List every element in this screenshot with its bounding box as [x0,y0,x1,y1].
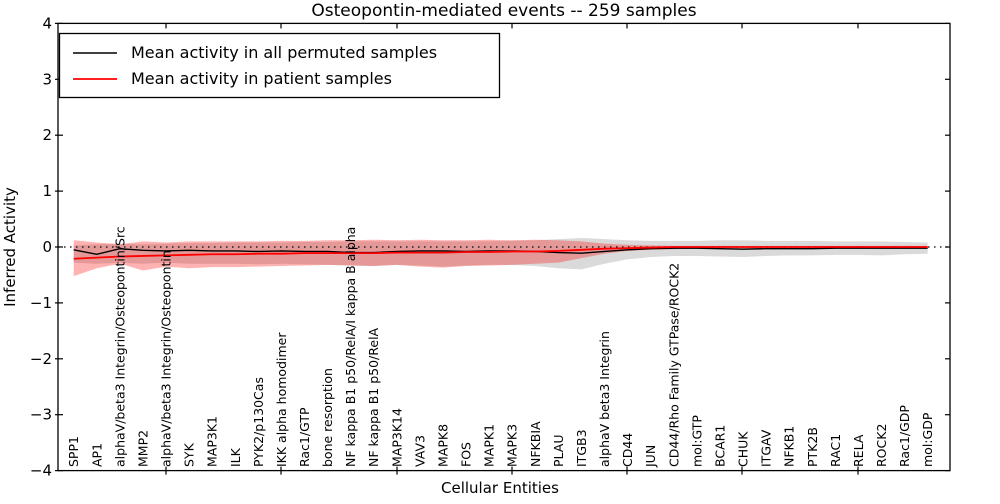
x-category-label: alphaV/beta3 Integrin/Osteopontin/Src [112,226,127,467]
x-axis-label: Cellular Entities [441,479,559,497]
y-tick-label: −1 [30,294,52,312]
x-category-label: MAP3K1 [205,416,220,467]
x-category-label: RAC1 [828,434,843,467]
x-category-label: mol:GTP [689,415,704,467]
x-category-label: SYK [182,442,197,467]
x-category-label: PTK2B [805,427,820,467]
y-tick-label: 4 [42,14,52,32]
band-patient [73,239,928,277]
x-category-label: RELA [851,434,866,467]
x-category-label: alphaV/beta3 Integrin/Osteopontin [159,250,174,467]
legend-box [58,32,501,99]
x-category-label: ITGAV [759,429,774,467]
band-permuted [73,238,928,270]
x-category-label: ITGB3 [574,429,589,467]
x-category-label: mol:GDP [920,412,935,467]
x-category-label: ROCK2 [874,424,889,467]
y-tick-label: 0 [42,238,52,256]
x-category-label: CD44 [620,433,635,467]
x-category-label: alphaV beta3 Integrin [597,331,612,467]
x-category-label: JUN [643,445,658,468]
x-category-label: CHUK [736,431,751,467]
x-category-label: NFKBIA [528,421,543,467]
x-category-label: VAV3 [412,435,427,467]
x-category-label: PLAU [551,435,566,468]
legend-label-patient-samples: Mean activity in patient samples [131,69,392,88]
x-category-label: SPP1 [66,436,81,467]
x-category-label: NFKB1 [782,426,797,467]
chart-title: Osteopontin-mediated events -- 259 sampl… [311,1,696,21]
y-tick-label: −2 [30,350,52,368]
x-category-label: NF kappa B1 p50/RelA/I kappa B alpha [343,227,358,467]
x-category-label: MAPK8 [435,424,450,467]
y-axis-label: Inferred Activity [1,187,19,307]
series-line-patient [73,246,928,260]
y-tick-label: −3 [30,406,52,424]
x-category-label: MMP2 [135,430,150,467]
x-category-label: FOS [459,442,474,467]
x-category-label: bone resorption [320,368,335,467]
x-category-label: PYK2/p130Cas [251,377,266,467]
y-tick-label: −4 [30,462,52,480]
x-category-label: MAPK3 [505,424,520,467]
plot-area-group: SPP1 AP1 alphaV/beta3 Integrin/Osteopontin… [30,14,951,480]
legend: Mean activity in all permuted samples Me… [58,32,501,99]
x-category-label: Rac1/GDP [897,405,912,467]
legend-label-permuted-samples: Mean activity in all permuted samples [131,43,437,62]
x-category-label: NF kappa B1 p50/RelA [366,327,381,467]
y-tick-label: 3 [42,70,52,88]
y-tick-label: 2 [42,126,52,144]
x-category-label: CD44/Rho Family GTPase/ROCK2 [666,263,681,467]
axes-box [57,22,951,472]
x-category-label: ILK [228,447,243,467]
y-tick-label: 1 [42,182,52,200]
x-category-label: IKK alpha homodimer [274,332,289,467]
x-category-label: AP1 [89,443,104,467]
x-category-label: Rac1/GTP [297,407,312,467]
x-category-label: BCAR1 [712,425,727,467]
x-category-label: MAP3K14 [389,408,404,467]
x-category-label: MAPK1 [482,424,497,467]
